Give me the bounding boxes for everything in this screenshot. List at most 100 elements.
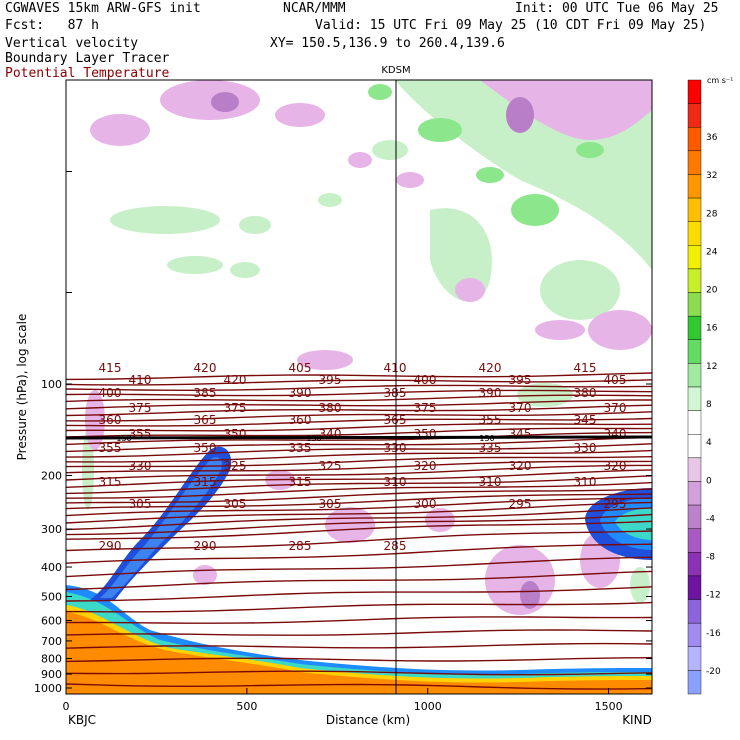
y-tick-label: 700: [41, 635, 62, 648]
right-station-label: KIND: [622, 713, 652, 727]
theta-contour: [66, 456, 652, 468]
theta-label: 305: [319, 497, 342, 511]
theta-label: 320: [509, 459, 532, 473]
downdraft-regions: [85, 80, 652, 615]
y-axis-title: Pressure (hPa), log scale: [15, 314, 29, 461]
theta-contour: [66, 460, 652, 474]
theta-label: 375: [414, 401, 437, 415]
colorbar-label: 28: [706, 209, 718, 219]
x-tick-label: 500: [236, 700, 257, 713]
colorbar-swatch: [687, 79, 702, 104]
field-label-theta: Potential Temperature: [5, 66, 170, 81]
theta-label: 330: [574, 441, 597, 455]
colorbar-swatch: [687, 150, 702, 175]
colorbar-swatch: [687, 221, 702, 246]
theta-contour: [66, 431, 652, 446]
colorbar-label: 16: [706, 324, 718, 334]
theta-label: 375: [224, 401, 247, 415]
theta-label: 300: [414, 497, 437, 511]
colorbar-swatch: [687, 174, 702, 199]
colorbar-swatch: [687, 339, 702, 364]
theta-label: 380: [319, 401, 342, 415]
theta-label: 340: [604, 427, 627, 441]
y-tick-label: 900: [41, 668, 62, 681]
theta-label: 315: [99, 475, 122, 489]
colorbar-label: -20: [706, 667, 721, 677]
updraft-cores: [368, 84, 604, 226]
model-title: CGWAVES 15km ARW-GFS init: [5, 1, 201, 16]
theta-label: 390: [479, 386, 502, 400]
theta-contour: [66, 520, 652, 540]
colorbar-swatch: [687, 457, 702, 482]
y-tick-label: 600: [41, 615, 62, 628]
theta-label: 395: [319, 373, 342, 387]
theta-label: 405: [289, 361, 312, 375]
theta-label: 365: [194, 413, 217, 427]
theta-contour: [66, 530, 652, 552]
colorbar-swatch: [687, 504, 702, 529]
center-label: NCAR/MMM: [283, 1, 346, 16]
theta-label: 355: [99, 441, 122, 455]
colorbar-swatch: [687, 292, 702, 317]
shaded-fields: [66, 80, 652, 694]
field-label-w: Vertical velocity: [5, 36, 139, 51]
theta-contour: [66, 513, 652, 536]
theta-label: 415: [574, 361, 597, 375]
y-tick-label: 200: [41, 470, 62, 483]
theta-label: 385: [194, 386, 217, 400]
theta-label: 380: [574, 386, 597, 400]
colorbar-swatch: [687, 575, 702, 600]
station-marker-label: KDSM: [381, 65, 410, 76]
theta-label: 395: [509, 373, 532, 387]
theta-contour: [66, 501, 652, 524]
theta-contour: [66, 404, 652, 417]
colorbar-unit: cm s⁻¹: [707, 76, 733, 85]
y-tick-label: 800: [41, 653, 62, 666]
theta-label: 320: [414, 459, 437, 473]
theta-label: 310: [479, 475, 502, 489]
colorbar-label: -16: [706, 629, 721, 639]
theta-label: 410: [129, 373, 152, 387]
colorbar: 36 32 28 24 20 16 12 8 4 0 -4 -8 -12 -16 -20: [687, 79, 721, 695]
x-tick-label: 1000: [414, 700, 442, 713]
colorbar-swatch: [687, 599, 702, 624]
theta-contours: [66, 372, 652, 690]
colorbar-label: 8: [706, 400, 712, 410]
colorbar-label: -4: [706, 514, 715, 524]
theta-label: 420: [479, 361, 502, 375]
theta-label: 315: [194, 475, 217, 489]
theta-label: 310: [384, 475, 407, 489]
theta-label: 370: [509, 401, 532, 415]
left-station-label: KBJC: [68, 713, 96, 727]
colorbar-swatch: [687, 127, 702, 152]
theta-contour: [66, 586, 652, 602]
x-axis-title: Distance (km): [326, 713, 410, 727]
downdraft-cores: [211, 92, 540, 609]
theta-contour: [66, 394, 652, 403]
colorbar-swatch: [687, 670, 702, 695]
theta-contour: [66, 417, 652, 427]
theta-label: 295: [509, 497, 532, 511]
colorbar-label: -12: [706, 591, 721, 601]
colorbar-swatch: [687, 622, 702, 647]
theta-contour: [66, 481, 652, 499]
theta-contour: [66, 601, 652, 613]
theta-label: 345: [574, 413, 597, 427]
colorbar-label: 24: [706, 247, 718, 257]
theta-label: 400: [414, 373, 437, 387]
x-tick-label: 0: [63, 700, 70, 713]
theta-label: 420: [224, 373, 247, 387]
theta-contour: [66, 372, 652, 381]
theta-label: 290: [99, 539, 122, 553]
theta-contour: [66, 488, 652, 504]
theta-contour: [66, 389, 652, 397]
colorbar-swatch: [687, 434, 702, 459]
forecast-hour: Fcst: 87 h: [5, 18, 99, 33]
init-time: Init: 00 UTC Tue 06 May 25: [515, 1, 719, 16]
y-tick-label: 500: [41, 590, 62, 603]
colorbar-label: 0: [706, 476, 712, 486]
theta-contour: [66, 642, 652, 649]
theta-label: 345: [509, 427, 532, 441]
theta-contour: [66, 411, 652, 422]
theta-label: 310: [574, 475, 597, 489]
